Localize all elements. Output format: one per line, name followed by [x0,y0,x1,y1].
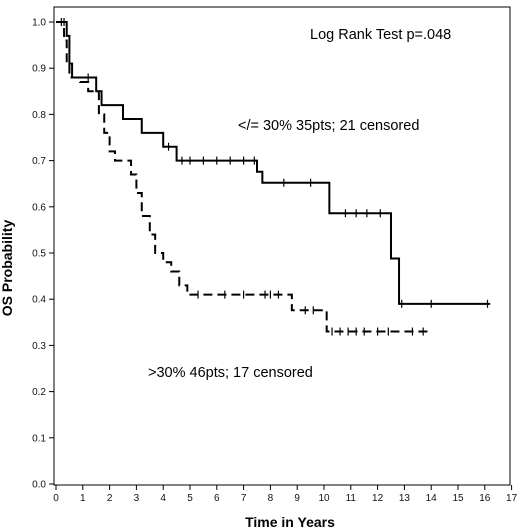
y-axis: 0.0 0.1 0.2 0.3 0.4 0.5 0.6 0.7 0.8 0.9 1.0 [32,18,54,491]
y-tick-label: 0.2 [32,387,46,398]
x-tick-label: 8 [268,493,274,504]
survival-curve-low [56,21,491,305]
x-tick-label: 7 [241,493,247,504]
x-axis: 0 1 2 3 4 5 6 7 8 9 10 11 12 13 14 15 16 17 [53,485,518,504]
y-tick-label: 0.5 [32,249,46,260]
plot-frame [53,6,511,486]
x-tick-label: 16 [479,493,491,504]
group-high-annotation: >30% 46pts; 17 censored [148,365,313,381]
y-tick-label: 1.0 [32,18,46,29]
series-layer [56,18,491,336]
y-tick-label: 0.9 [32,64,46,75]
x-tick-label: 3 [134,493,140,504]
x-tick-label: 0 [53,493,59,504]
x-tick-label: 10 [318,493,330,504]
x-tick-label: 9 [294,493,300,504]
group-low-annotation: </= 30% 35pts; 21 censored [238,118,419,134]
y-tick-label: 0.7 [32,156,46,167]
x-tick-label: 2 [107,493,113,504]
x-tick-label: 6 [214,493,220,504]
x-tick-label: 17 [506,493,518,504]
y-tick-label: 0.1 [32,433,46,444]
y-axis-title: OS Probability [0,220,15,317]
series-high [56,18,432,336]
x-tick-label: 13 [399,493,411,504]
y-tick-label: 0.6 [32,202,46,213]
y-tick-label: 0.4 [32,295,46,306]
plot-border [53,6,511,486]
x-tick-label: 1 [80,493,86,504]
y-tick-label: 0.0 [32,480,46,491]
x-tick-label: 4 [160,493,166,504]
x-tick-label: 12 [372,493,384,504]
survival-curve-high [56,21,432,333]
series-low [56,18,491,308]
x-tick-label: 14 [426,493,438,504]
x-tick-label: 11 [346,493,357,504]
y-tick-label: 0.3 [32,341,46,352]
x-tick-label: 15 [452,493,464,504]
x-tick-label: 5 [187,493,193,504]
x-axis-title: Time in Years [245,514,335,530]
y-tick-label: 0.8 [32,110,46,121]
log-rank-annotation: Log Rank Test p=.048 [310,27,451,43]
